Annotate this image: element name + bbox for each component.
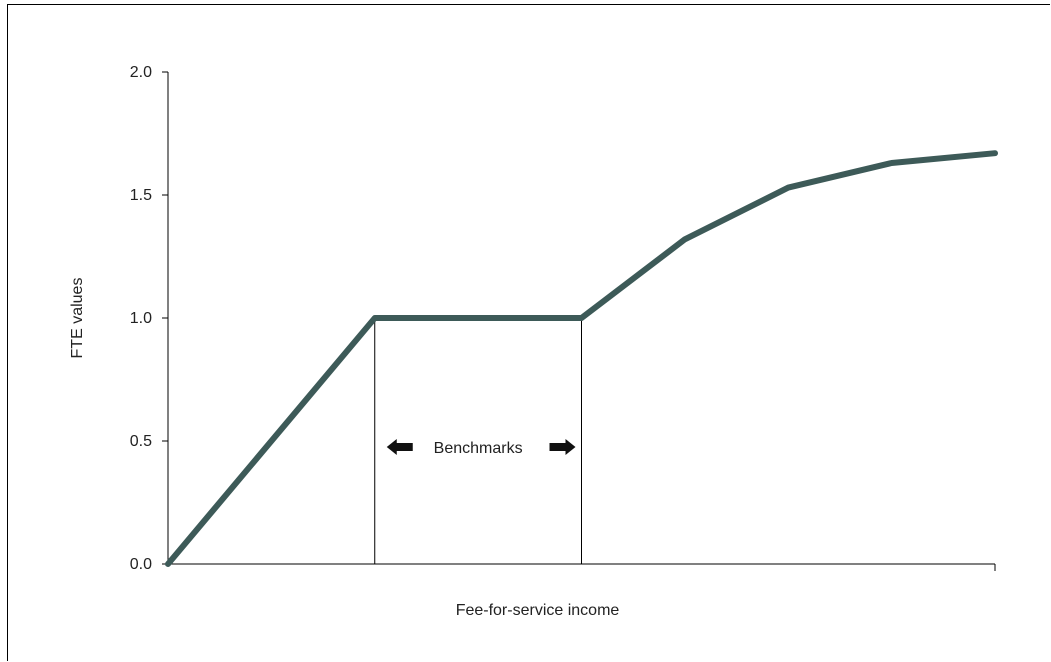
left-arrow-icon [386,439,413,455]
y-axis: 0.0 0.5 1.0 1.5 2.0 [130,64,169,573]
chart-frame [7,4,1050,661]
benchmark-lines [374,318,582,564]
y-tick-label: 0.5 [130,433,152,450]
y-tick-label: 2.0 [130,64,152,81]
benchmarks-annotation: Benchmarks [386,439,576,457]
y-tick-label: 1.0 [130,310,152,327]
y-tick-label: 0.0 [130,556,152,573]
y-axis-label: FTE values [69,278,86,359]
series-group [165,150,998,567]
y-tick-label: 1.5 [130,187,152,204]
benchmarks-label: Benchmarks [434,440,523,457]
x-axis-label: Fee-for-service income [456,602,620,619]
series-line [165,150,998,567]
right-arrow-icon [549,439,576,455]
x-axis [168,563,996,571]
